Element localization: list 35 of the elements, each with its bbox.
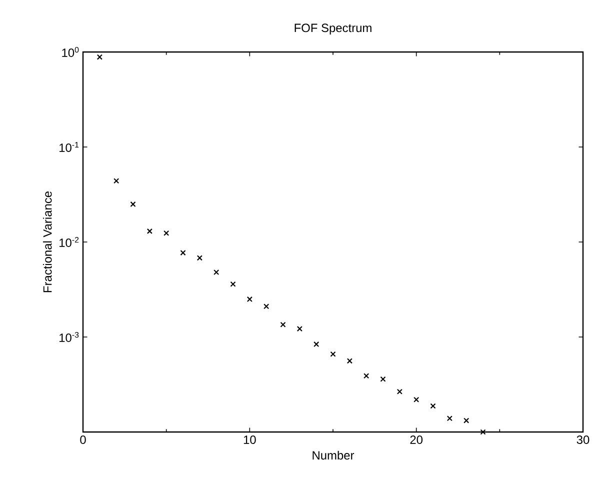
point xyxy=(130,201,136,208)
y-axis-title: Fractional Variance xyxy=(42,192,52,292)
point xyxy=(180,250,186,256)
x-tick-label: 30 xyxy=(576,436,590,444)
x-tick-label: 10 xyxy=(244,436,256,444)
point xyxy=(330,351,336,357)
point xyxy=(96,54,102,60)
point xyxy=(430,403,436,409)
y-tick-label: 10$^{-1}$ xyxy=(60,142,79,152)
y-tick-label: 10$^{0}$ xyxy=(62,47,79,58)
y-tick-label: 10$^{-2}$ xyxy=(60,236,79,248)
point xyxy=(246,296,252,302)
point xyxy=(196,255,202,261)
point xyxy=(380,376,386,382)
point xyxy=(114,178,120,184)
point xyxy=(296,326,302,332)
point xyxy=(280,322,286,328)
point xyxy=(214,269,220,276)
point xyxy=(414,396,420,402)
point xyxy=(264,304,270,310)
y-tick-label: 10$^{-3}$ xyxy=(60,332,79,342)
point xyxy=(230,281,236,287)
point xyxy=(314,341,320,348)
point xyxy=(446,416,452,422)
chart-title: FOF Spectrum xyxy=(294,24,372,35)
point xyxy=(364,373,370,379)
point xyxy=(346,358,352,364)
x-tick-label: 0 xyxy=(80,436,86,444)
point xyxy=(164,230,170,236)
x-axis-title: Number xyxy=(312,450,354,460)
x-tick-label: 20 xyxy=(410,436,423,444)
point xyxy=(464,418,470,424)
point xyxy=(396,388,402,394)
point xyxy=(146,228,152,234)
point xyxy=(480,429,486,435)
